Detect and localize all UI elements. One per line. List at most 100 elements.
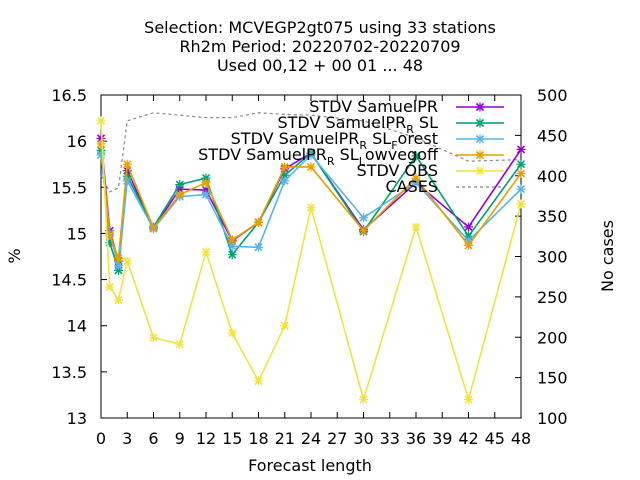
legend-label-stdv-samuelpr-r-sl: STDV SamuelPRR SL [277,113,438,136]
y-tick-label: 15.5 [51,178,87,197]
x-tick-label: 6 [148,429,158,448]
x-tick-label: 21 [275,429,295,448]
x-axis-label: Forecast length [248,456,372,475]
series-point-stdv-samuelpr [516,144,526,154]
y-tick-label: 14 [67,317,87,336]
x-axis-ticks: 0 3 6 9 12 15 18 21 24 27 30 33 36 39 42 45 48 [96,95,531,448]
title-line: Selection: MCVEGP2gt075 using 33 station… [144,18,496,37]
x-tick-label: 33 [380,429,400,448]
legend-subscript: L [359,155,366,168]
series-point-stdv-samuelpr-r-sl-forest [516,184,526,194]
series-point-stdv-samuelpr-r-sl-forest [254,242,263,252]
y2-tick-label: 200 [537,328,568,347]
title-line: Rh2m Period: 20220702-20220709 [179,37,460,56]
series-point-stdv-samuelpr-r-sl-lowvegoff [122,159,132,169]
y-tick-label: 15 [67,224,87,243]
legend-label-stdv-obs: STDV OBS [357,161,438,180]
title-line: Used 00,12 + 00 01 ... 48 [217,56,423,75]
legend-text-part: CASES [385,177,438,196]
series-point-stdv-samuelpr-r-sl-lowvegoff [411,173,421,183]
legend-subscript: F [391,139,397,152]
legend-marker-stdv-samuelpr-r-sl [475,118,485,128]
series-point-stdv-obs [122,256,132,266]
x-tick-label: 27 [327,429,347,448]
y-axis-ticks: 13 13.5 14 14.5 15 15.5 16 16.5 [51,86,107,428]
series-point-stdv-samuelpr-r-sl [227,250,237,260]
legend-subscript: R [327,155,335,168]
legend-text-part: SL [367,129,391,148]
y2-tick-label: 100 [537,409,568,428]
series-point-stdv-samuelpr-r-sl [516,159,526,169]
series-point-stdv-samuelpr-r-sl-lowvegoff [516,168,526,178]
legend-text-part: SL [335,145,359,164]
series-point-stdv-samuelpr-r-sl [411,151,421,161]
series-point-stdv-samuelpr-r-sl [175,180,185,190]
y-axis-label: % [5,248,24,263]
x-tick-label: 12 [196,429,216,448]
legend-marker-stdv-samuelpr-r-sl-forest [475,134,485,144]
legend-text-part: STDV SamuelPR [277,113,406,132]
series-point-stdv-samuelpr-r-sl-forest [122,176,132,186]
series-point-stdv-samuelpr-r-sl-lowvegoff [96,139,106,149]
series-point-stdv-samuelpr-r-sl-lowvegoff [227,235,237,245]
series-point-stdv-obs [464,395,473,405]
series-point-stdv-obs [306,203,316,213]
y-tick-label: 16.5 [51,86,87,105]
series-point-stdv-samuelpr-r-sl-forest [201,190,211,200]
chart-title: Selection: MCVEGP2gt075 using 33 station… [144,18,496,75]
y-tick-label: 13 [67,409,87,428]
legend-label-stdv-samuelpr: STDV SamuelPR [309,97,438,116]
x-tick-label: 48 [511,429,531,448]
series-point-stdv-samuelpr-r-sl-lowvegoff [359,226,368,236]
legend-label-stdv-samuelpr-r-sl-lowvegoff: STDV SamuelPRR SLLowvegoff [198,145,439,168]
legend-text-part: STDV SamuelPR [231,129,360,148]
legend-text-part: STDV SamuelPR [309,97,438,116]
series-point-stdv-obs [175,339,185,349]
series-point-stdv-obs [105,282,115,292]
legend-label-stdv-samuelpr-r-sl-forest: STDV SamuelPRR SLForest [231,129,438,152]
series-point-stdv-obs [280,321,290,331]
series-point-stdv-samuelpr-r-sl-lowvegoff [280,162,290,172]
legend-marker-stdv-samuelpr-r-sl-lowvegoff [475,150,485,160]
y2-tick-label: 150 [537,369,568,388]
x-tick-label: 45 [485,429,505,448]
series-point-stdv-samuelpr-r-sl-lowvegoff [114,253,123,263]
series-point-stdv-obs [227,328,237,338]
legend-text-part: owvegoff [365,145,439,164]
x-tick-label: 0 [96,429,106,448]
series-line-cases [100,112,522,193]
x-tick-label: 36 [406,429,426,448]
series-point-stdv-samuelpr-r-sl-lowvegoff [175,190,185,200]
x-tick-label: 18 [248,429,268,448]
series-point-stdv-obs [411,222,421,232]
x-tick-label: 24 [301,429,321,448]
y2-axis-ticks: 100 150 200 250 300 350 400 450 500 [515,86,568,428]
series-point-stdv-obs [359,395,368,405]
series-point-stdv-obs [96,116,106,126]
x-tick-label: 42 [458,429,478,448]
series-point-stdv-samuelpr-r-sl-lowvegoff [306,162,316,172]
y-tick-label: 16 [67,132,87,151]
series-point-stdv-samuelpr-r-sl-lowvegoff [201,178,211,188]
series-point-stdv-samuelpr-r-sl-lowvegoff [464,240,473,250]
y2-tick-label: 500 [537,86,568,105]
legend-subscript: R [359,139,367,152]
series-point-stdv-samuelpr-r-sl-forest [227,241,237,251]
series-point-stdv-samuelpr-r-sl-lowvegoff [149,223,158,233]
x-tick-label: 15 [222,429,242,448]
legend-label-cases: CASES [385,177,438,196]
series-point-stdv-obs [149,333,158,343]
x-tick-label: 3 [122,429,132,448]
y2-tick-label: 300 [537,248,568,267]
y2-tick-label: 400 [537,167,568,186]
series-point-stdv-obs [201,247,211,257]
series-point-stdv-obs [516,199,526,209]
series-point-stdv-samuelpr [464,222,473,232]
series-point-stdv-samuelpr-r-sl-forest [306,150,316,160]
legend-marker-stdv-obs [475,166,485,176]
y2-axis-label: No cases [598,220,617,292]
series-point-stdv-samuelpr-r-sl-lowvegoff [254,217,263,227]
legend-text-part: STDV SamuelPR [198,145,327,164]
y2-tick-label: 450 [537,126,568,145]
